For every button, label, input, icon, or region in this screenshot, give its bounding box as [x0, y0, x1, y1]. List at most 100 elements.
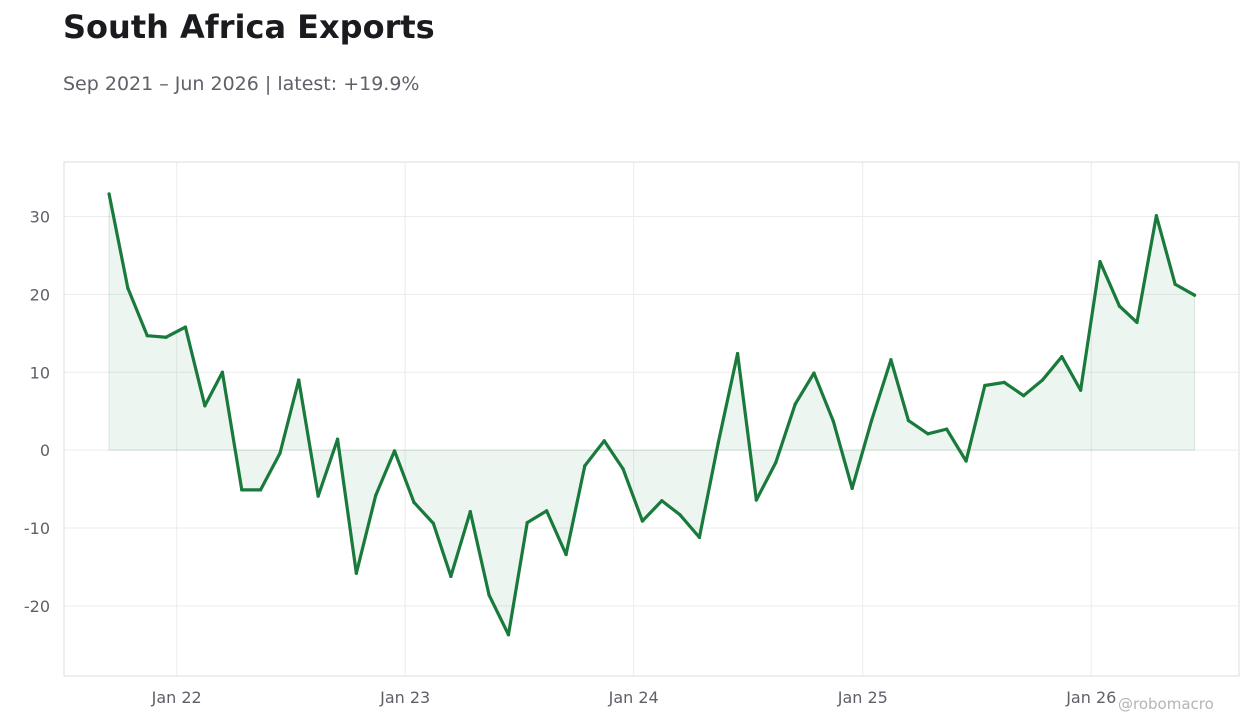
data-point-2024-02 [660, 499, 664, 503]
line-segment [564, 464, 587, 557]
data-point-2024-03 [678, 513, 682, 517]
data-point-2022-02 [203, 404, 207, 408]
data-point-2025-03 [906, 418, 911, 423]
line-segment [183, 325, 207, 408]
data-point-2024-06 [735, 351, 740, 356]
data-point-2022-05 [258, 488, 263, 492]
series-line [107, 192, 1197, 637]
data-point-2024-01 [640, 519, 645, 523]
line-segment [964, 383, 987, 463]
line-segment [660, 499, 682, 517]
data-point-2023-01 [412, 500, 416, 504]
data-point-2024-04 [697, 535, 701, 539]
line-segment [678, 513, 701, 539]
line-segment [220, 370, 244, 492]
line-segment [697, 441, 720, 539]
line-segment [640, 499, 664, 523]
data-point-2026-06 [1192, 293, 1197, 297]
data-point-2026-05 [1173, 282, 1177, 286]
watermark: @robomacro [1118, 695, 1214, 713]
data-point-2021-10 [126, 286, 130, 290]
line-segment [850, 418, 874, 490]
line-segment [203, 370, 224, 408]
x-tick-label: Jan 22 [151, 688, 202, 707]
line-segment [164, 325, 188, 339]
line-segment [983, 380, 1006, 388]
line-segment [297, 378, 320, 498]
data-point-2024-09 [793, 402, 797, 406]
data-point-2023-12 [621, 467, 625, 471]
data-point-2026-02 [1117, 304, 1122, 308]
data-point-2025-02 [889, 358, 893, 362]
line-segment [1098, 260, 1122, 308]
data-point-2024-11 [831, 419, 835, 423]
data-point-2022-10 [354, 571, 358, 575]
y-tick-label: 0 [40, 441, 50, 460]
line-segment [278, 378, 301, 455]
line-segment [583, 439, 606, 468]
data-point-2022-03 [220, 370, 224, 374]
data-point-2022-09 [335, 437, 340, 441]
chart-title: South Africa Exports [63, 8, 435, 46]
line-segment [926, 427, 949, 436]
line-segment [1154, 214, 1177, 286]
line-segment [468, 510, 491, 597]
line-segment [1173, 282, 1197, 297]
data-point-2023-10 [583, 464, 587, 468]
line-segment [1002, 380, 1026, 398]
line-segment [374, 449, 397, 497]
data-point-2025-01 [869, 418, 874, 423]
data-point-2023-11 [602, 439, 606, 443]
data-point-2025-11 [1060, 355, 1064, 359]
data-point-2021-09 [107, 192, 111, 196]
line-segment [1060, 355, 1083, 392]
data-point-2022-08 [316, 494, 320, 498]
data-point-2024-08 [774, 461, 778, 465]
line-segment [145, 334, 168, 339]
line-segment [1079, 260, 1102, 392]
line-segment [945, 427, 968, 463]
y-tick-label: -20 [24, 597, 50, 616]
x-tick-label: Jan 24 [608, 688, 659, 707]
data-point-2024-07 [754, 498, 758, 502]
data-point-2023-02 [431, 521, 435, 525]
gridlines [64, 162, 1239, 676]
data-point-2025-06 [964, 459, 968, 463]
line-segment [449, 510, 472, 578]
line-segment [889, 358, 911, 423]
data-point-2024-05 [716, 441, 720, 445]
data-point-2026-04 [1154, 214, 1158, 218]
data-point-2022-12 [392, 449, 397, 453]
data-point-2025-05 [945, 427, 949, 431]
data-point-2026-03 [1135, 320, 1139, 325]
chart-subtitle: Sep 2021 – Jun 2026 | latest: +19.9% [63, 73, 420, 95]
line-segment [869, 358, 893, 423]
line-segment [316, 437, 340, 498]
line-segment [126, 286, 149, 338]
line-segment [1040, 355, 1064, 382]
line-segment [258, 451, 282, 492]
data-point-2022-01 [183, 325, 188, 329]
line-segment [354, 493, 378, 575]
y-tick-label: 20 [30, 285, 50, 304]
data-point-2023-09 [564, 552, 568, 557]
line-segment [754, 461, 778, 502]
x-tick-label: Jan 26 [1065, 688, 1116, 707]
line-segment [906, 418, 930, 436]
line-segment [545, 509, 568, 557]
line-segment [335, 437, 358, 575]
data-point-2021-11 [145, 334, 149, 338]
line-segment [1117, 304, 1139, 325]
data-point-2022-06 [278, 451, 282, 455]
line-segment [1135, 214, 1158, 325]
data-point-2023-08 [545, 509, 549, 513]
x-tick-label: Jan 23 [379, 688, 430, 707]
y-axis: 30 20 10 0 -10 -20 [24, 208, 50, 616]
data-point-2026-01 [1098, 260, 1102, 264]
x-tick-label: Jan 25 [837, 688, 888, 707]
line-segment [812, 371, 835, 423]
line-segment [793, 371, 816, 406]
line-segment [602, 439, 625, 471]
data-point-2023-07 [525, 520, 529, 525]
